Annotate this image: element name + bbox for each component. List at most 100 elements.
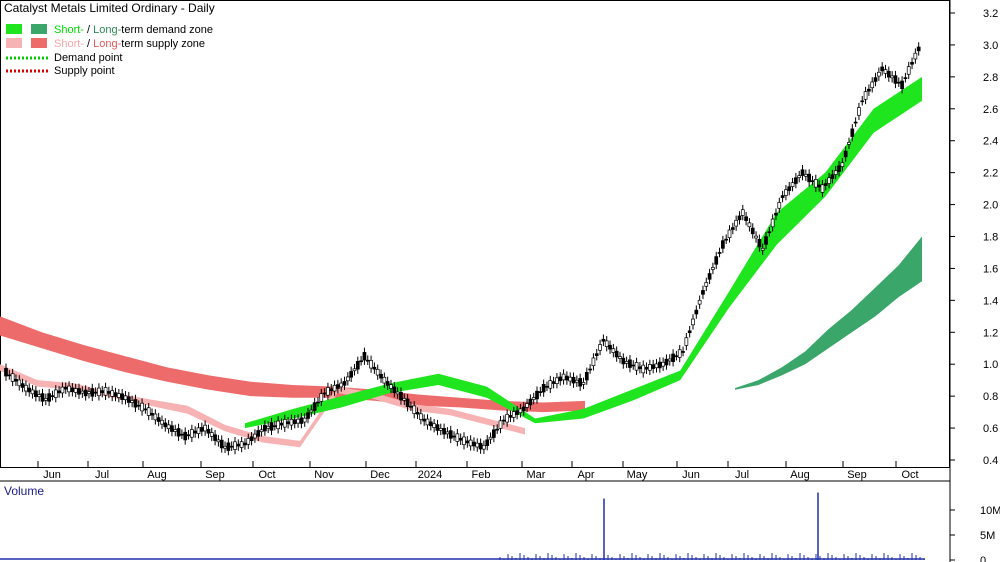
candle-body (697, 299, 702, 305)
candle-body (631, 364, 636, 367)
candle-body (913, 52, 918, 60)
candle-body (322, 392, 327, 395)
candle-body (784, 189, 788, 196)
candle-body (916, 46, 921, 52)
candle-body (73, 388, 78, 393)
candle-body (432, 423, 436, 428)
x-tick-label: Apr (577, 469, 594, 481)
candle-body (472, 441, 476, 447)
candle-body (691, 318, 695, 326)
candle-body (369, 360, 373, 369)
candle-body (810, 180, 815, 182)
candle-body (130, 400, 134, 403)
candle-body (568, 376, 573, 382)
y-tick-label: 1.8 (983, 232, 998, 244)
candle-body (203, 424, 207, 432)
legend-label: Supply point (54, 65, 115, 77)
candle-body (847, 142, 851, 145)
candle-body (455, 433, 460, 442)
candle-body (518, 408, 523, 414)
candle-body (312, 402, 317, 411)
candle-body (10, 373, 15, 382)
candle-body (405, 398, 410, 407)
candle-body (498, 420, 503, 429)
candle-body (790, 182, 795, 187)
candle-body (475, 442, 480, 448)
candle-body (326, 387, 330, 396)
candle-body (442, 428, 446, 435)
candle-body (581, 382, 586, 385)
candle-body (860, 100, 865, 103)
x-tick-label: May (627, 469, 648, 481)
candle-body (681, 351, 685, 353)
candle-body (120, 393, 125, 400)
candle-body (306, 412, 310, 419)
candle-body (634, 362, 639, 371)
candle-body (830, 174, 835, 179)
candle-body (219, 439, 224, 449)
candles-layer (4, 42, 921, 456)
candle-body (266, 425, 271, 429)
legend-long-text: Long- (93, 24, 121, 36)
candle-body (90, 388, 95, 397)
candle-body (535, 390, 539, 400)
volume-y-tick-label: 5M (980, 530, 995, 542)
candle-body (67, 385, 71, 393)
candle-body (395, 391, 400, 395)
candle-body (764, 236, 768, 245)
candle-body (903, 77, 908, 80)
candle-body (243, 442, 247, 446)
candle-body (50, 395, 55, 397)
candle-body (883, 69, 888, 74)
y-tick-label: 1.2 (983, 327, 998, 339)
candle-body (767, 231, 772, 234)
candle-body (591, 357, 596, 367)
candle-body (910, 61, 914, 65)
candle-body (747, 222, 752, 228)
candle-body (900, 80, 904, 90)
x-tick-label: Nov (314, 469, 334, 481)
candle-body (638, 366, 642, 369)
candle-body (867, 88, 871, 92)
candle-body (279, 422, 284, 426)
y-tick-label: 3.2 (983, 8, 998, 20)
candle-body (399, 391, 403, 401)
candle-body (345, 376, 350, 382)
candle-body (27, 387, 32, 393)
y-tick-label: 2.0 (983, 200, 998, 212)
candle-body (375, 368, 380, 376)
candle-body (336, 384, 340, 389)
candle-body (7, 374, 12, 377)
candle-body (236, 443, 241, 447)
candle-body (803, 173, 808, 177)
x-tick-label: Sep (847, 469, 867, 481)
candle-body (823, 183, 828, 186)
candle-body (604, 340, 609, 347)
candle-body (229, 445, 234, 448)
candle-body (501, 419, 506, 422)
candle-body (840, 162, 845, 167)
y-tick-label: 0.6 (983, 423, 998, 435)
volume-label: Volume (4, 484, 44, 498)
candle-body (890, 75, 894, 79)
candle-body (296, 418, 300, 424)
x-tick-label: Oct (901, 469, 918, 481)
x-tick-label: Feb (472, 469, 491, 481)
candle-body (465, 440, 470, 444)
candle-body (349, 371, 354, 378)
candle-body (186, 434, 191, 437)
candle-body (239, 441, 244, 448)
candle-body (422, 418, 427, 422)
candle-body (34, 390, 38, 397)
candle-body (199, 427, 204, 432)
candle-body (53, 389, 58, 398)
candle-body (83, 389, 88, 397)
candle-body (482, 444, 486, 450)
candle-body (359, 360, 363, 363)
candle-body (525, 403, 529, 408)
candle-body (425, 418, 430, 426)
candle-body (352, 368, 357, 372)
candle-body (541, 383, 546, 393)
candle-body (794, 177, 798, 184)
legend-rest-text: term demand zone (121, 24, 213, 36)
